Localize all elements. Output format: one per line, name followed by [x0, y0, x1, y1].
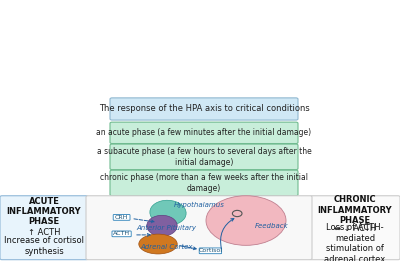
FancyBboxPatch shape — [110, 144, 298, 170]
Text: Anterior Pituitary: Anterior Pituitary — [136, 225, 196, 232]
Text: CRH: CRH — [115, 215, 128, 220]
Text: The response of the HPA axis to critical conditions: The response of the HPA axis to critical… — [99, 104, 309, 114]
Text: ↑ ACTH: ↑ ACTH — [28, 228, 60, 237]
FancyBboxPatch shape — [199, 248, 222, 254]
Ellipse shape — [147, 215, 177, 236]
FancyBboxPatch shape — [0, 196, 88, 260]
FancyBboxPatch shape — [86, 196, 312, 260]
FancyBboxPatch shape — [310, 196, 400, 260]
Text: CHRONIC
INFLAMMATORY
PHASE: CHRONIC INFLAMMATORY PHASE — [318, 195, 392, 225]
FancyBboxPatch shape — [110, 122, 298, 144]
Text: Adrenal Cortex: Adrenal Cortex — [140, 245, 192, 250]
Ellipse shape — [150, 200, 186, 225]
Text: ↔ ↓ ACTH: ↔ ↓ ACTH — [334, 224, 376, 233]
Text: ACTH: ACTH — [113, 231, 130, 236]
Text: ACUTE
INFLAMMATORY
PHASE: ACUTE INFLAMMATORY PHASE — [7, 197, 81, 226]
FancyBboxPatch shape — [113, 215, 130, 220]
Ellipse shape — [139, 234, 177, 254]
Text: Cortisol: Cortisol — [198, 248, 222, 253]
FancyBboxPatch shape — [110, 98, 298, 120]
FancyBboxPatch shape — [112, 231, 131, 237]
Text: chronic phase (more than a few weeks after the initial
damage): chronic phase (more than a few weeks aft… — [100, 173, 308, 193]
Text: Feedback: Feedback — [255, 223, 289, 229]
FancyBboxPatch shape — [110, 170, 298, 196]
Ellipse shape — [206, 196, 286, 245]
Text: an acute phase (a few minutes after the initial damage): an acute phase (a few minutes after the … — [96, 128, 312, 137]
Text: Hypothalamus: Hypothalamus — [174, 202, 225, 209]
Text: Loss of ACTH-
mediated
stimulation of
adrenal cortex: Loss of ACTH- mediated stimulation of ad… — [324, 223, 386, 261]
Text: Increase of cortisol
synthesis: Increase of cortisol synthesis — [4, 236, 84, 256]
Text: a subacute phase (a few hours to several days after the
initial damage): a subacute phase (a few hours to several… — [97, 147, 311, 167]
